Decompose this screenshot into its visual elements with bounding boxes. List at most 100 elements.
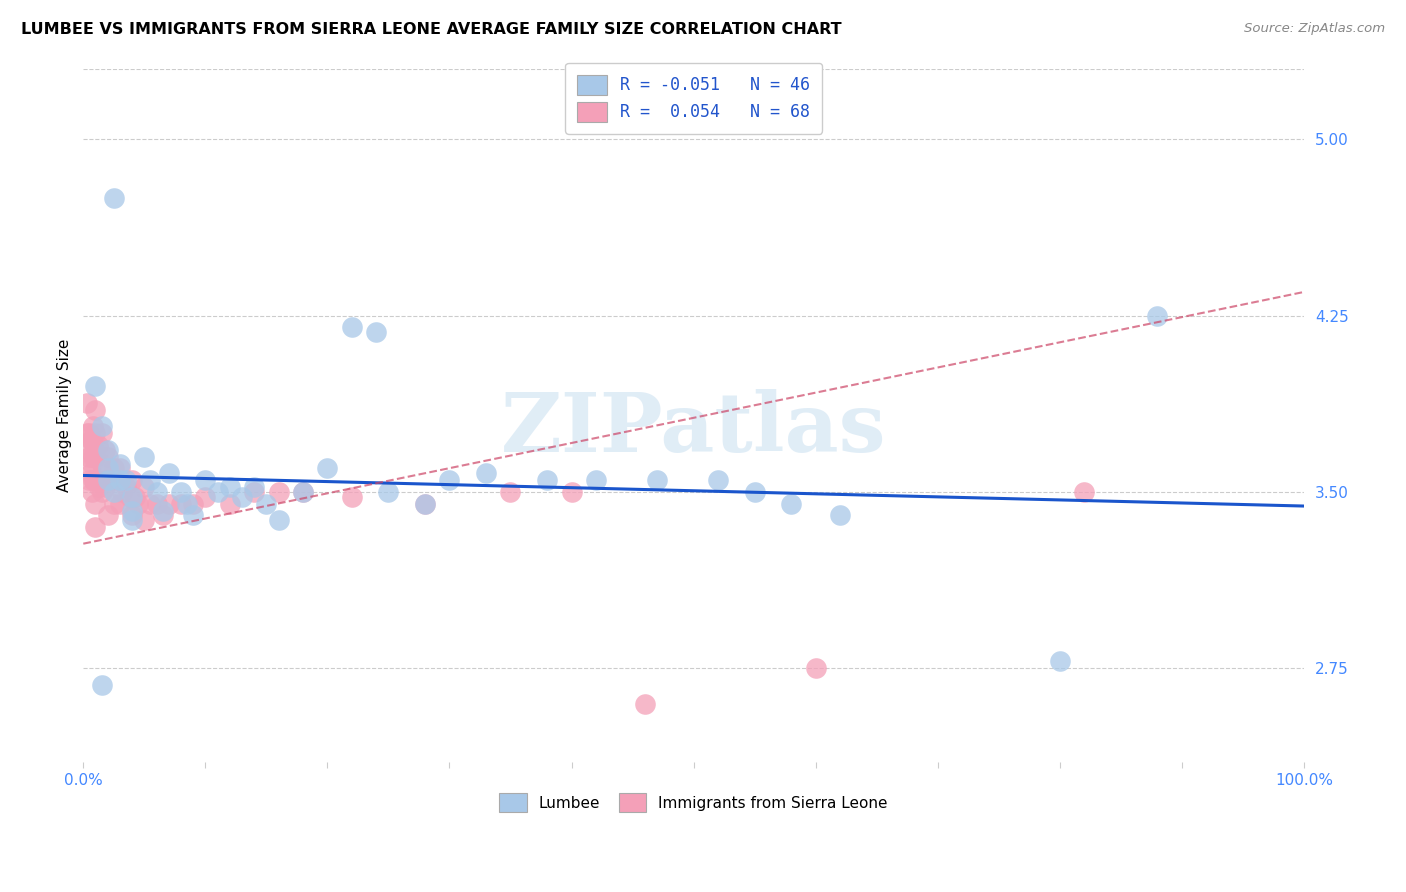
- Point: [77, 442, 100, 457]
- Point: [243, 480, 266, 494]
- Point: [79, 433, 101, 447]
- Point: [157, 466, 180, 480]
- Point: [103, 497, 125, 511]
- Point: [94, 480, 117, 494]
- Y-axis label: Average Family Size: Average Family Size: [58, 339, 72, 492]
- Legend: Lumbee, Immigrants from Sierra Leone: Lumbee, Immigrants from Sierra Leone: [486, 781, 900, 824]
- Point: [475, 466, 498, 480]
- Point: [218, 497, 240, 511]
- Point: [111, 484, 134, 499]
- Point: [804, 661, 827, 675]
- Point: [439, 473, 461, 487]
- Point: [181, 497, 204, 511]
- Point: [1073, 484, 1095, 499]
- Point: [1146, 309, 1168, 323]
- Point: [536, 473, 558, 487]
- Point: [157, 497, 180, 511]
- Point: [82, 450, 104, 464]
- Point: [97, 461, 120, 475]
- Point: [194, 490, 217, 504]
- Point: [103, 484, 125, 499]
- Point: [79, 426, 101, 441]
- Point: [115, 473, 138, 487]
- Point: [97, 473, 120, 487]
- Point: [103, 461, 125, 475]
- Point: [94, 442, 117, 457]
- Point: [231, 490, 253, 504]
- Point: [645, 473, 668, 487]
- Point: [84, 379, 107, 393]
- Point: [139, 473, 162, 487]
- Point: [90, 426, 112, 441]
- Point: [316, 461, 339, 475]
- Point: [84, 402, 107, 417]
- Point: [108, 457, 131, 471]
- Point: [152, 504, 174, 518]
- Point: [79, 473, 101, 487]
- Point: [80, 457, 103, 471]
- Point: [134, 450, 156, 464]
- Point: [170, 484, 193, 499]
- Point: [254, 497, 277, 511]
- Point: [90, 678, 112, 692]
- Point: [181, 508, 204, 523]
- Point: [139, 497, 162, 511]
- Point: [108, 473, 131, 487]
- Point: [366, 325, 388, 339]
- Point: [413, 497, 436, 511]
- Point: [207, 484, 229, 499]
- Point: [194, 473, 217, 487]
- Point: [82, 473, 104, 487]
- Point: [121, 513, 143, 527]
- Point: [97, 508, 120, 523]
- Point: [108, 461, 131, 475]
- Point: [103, 191, 125, 205]
- Point: [127, 497, 149, 511]
- Point: [87, 473, 110, 487]
- Point: [91, 461, 114, 475]
- Point: [108, 497, 131, 511]
- Point: [121, 508, 143, 523]
- Point: [80, 484, 103, 499]
- Point: [243, 484, 266, 499]
- Point: [634, 697, 657, 711]
- Point: [499, 484, 522, 499]
- Point: [84, 520, 107, 534]
- Text: Source: ZipAtlas.com: Source: ZipAtlas.com: [1244, 22, 1385, 36]
- Point: [124, 490, 146, 504]
- Point: [176, 497, 198, 511]
- Point: [98, 473, 121, 487]
- Point: [121, 490, 143, 504]
- Point: [585, 473, 607, 487]
- Point: [118, 490, 141, 504]
- Point: [780, 497, 803, 511]
- Point: [83, 442, 105, 457]
- Point: [340, 320, 363, 334]
- Point: [87, 438, 110, 452]
- Point: [145, 497, 167, 511]
- Point: [80, 433, 103, 447]
- Point: [84, 426, 107, 441]
- Point: [267, 513, 290, 527]
- Text: LUMBEE VS IMMIGRANTS FROM SIERRA LEONE AVERAGE FAMILY SIZE CORRELATION CHART: LUMBEE VS IMMIGRANTS FROM SIERRA LEONE A…: [21, 22, 842, 37]
- Point: [90, 419, 112, 434]
- Point: [84, 497, 107, 511]
- Point: [82, 419, 104, 434]
- Point: [84, 450, 107, 464]
- Point: [97, 442, 120, 457]
- Point: [79, 450, 101, 464]
- Point: [707, 473, 730, 487]
- Point: [83, 473, 105, 487]
- Point: [89, 442, 111, 457]
- Point: [152, 508, 174, 523]
- Text: ZIPatlas: ZIPatlas: [501, 389, 886, 469]
- Point: [97, 450, 120, 464]
- Point: [170, 497, 193, 511]
- Point: [267, 484, 290, 499]
- Point: [291, 484, 314, 499]
- Point: [76, 395, 98, 409]
- Point: [413, 497, 436, 511]
- Point: [90, 457, 112, 471]
- Point: [76, 426, 98, 441]
- Point: [340, 490, 363, 504]
